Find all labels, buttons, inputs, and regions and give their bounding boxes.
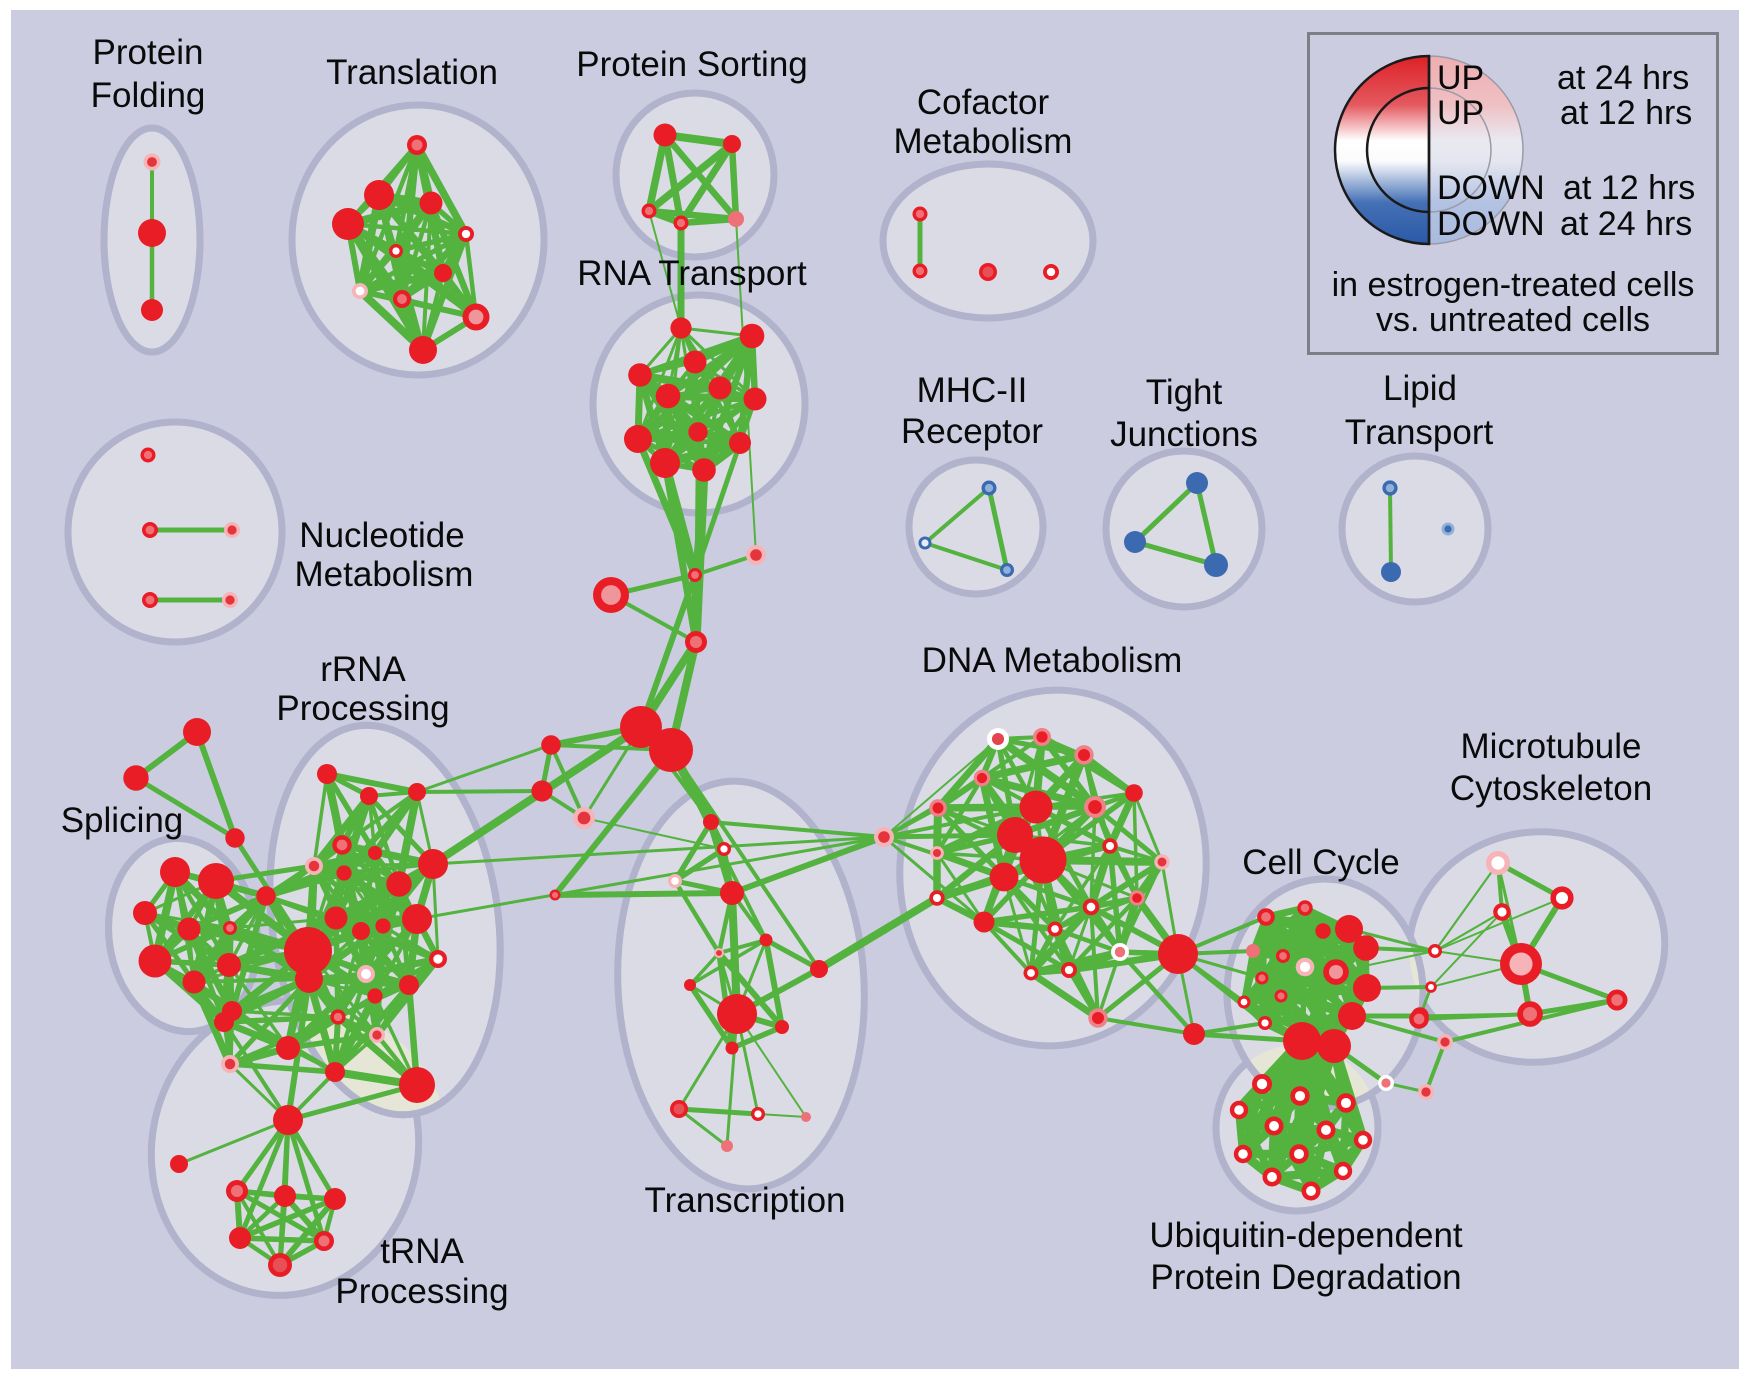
svg-text:Translation: Translation bbox=[326, 53, 498, 92]
svg-text:Protein: Protein bbox=[93, 33, 204, 72]
svg-text:at 12 hrs: at 12 hrs bbox=[1560, 94, 1692, 132]
svg-text:RNA Transport: RNA Transport bbox=[577, 254, 807, 293]
svg-text:Splicing: Splicing bbox=[61, 801, 184, 840]
svg-text:DOWN: DOWN bbox=[1437, 169, 1545, 207]
svg-text:Ubiquitin-dependent: Ubiquitin-dependent bbox=[1149, 1216, 1463, 1255]
svg-text:Cytoskeleton: Cytoskeleton bbox=[1450, 769, 1652, 808]
svg-text:Transcription: Transcription bbox=[645, 1181, 846, 1220]
svg-text:at 24 hrs: at 24 hrs bbox=[1560, 205, 1692, 243]
svg-text:Processing: Processing bbox=[276, 689, 449, 728]
svg-text:Processing: Processing bbox=[335, 1272, 508, 1311]
svg-text:Metabolism: Metabolism bbox=[295, 555, 474, 594]
svg-text:DOWN: DOWN bbox=[1437, 205, 1545, 243]
svg-text:Folding: Folding bbox=[91, 76, 206, 115]
svg-text:Receptor: Receptor bbox=[901, 412, 1043, 451]
svg-text:rRNA: rRNA bbox=[320, 650, 406, 689]
svg-text:MHC-II: MHC-II bbox=[917, 371, 1028, 410]
svg-text:Junctions: Junctions bbox=[1110, 415, 1258, 454]
svg-text:tRNA: tRNA bbox=[380, 1232, 464, 1271]
svg-text:Nucleotide: Nucleotide bbox=[299, 516, 464, 555]
svg-text:Cell Cycle: Cell Cycle bbox=[1242, 843, 1400, 882]
svg-text:Protein Degradation: Protein Degradation bbox=[1150, 1258, 1461, 1297]
svg-text:at 12 hrs: at 12 hrs bbox=[1563, 169, 1695, 207]
svg-text:vs. untreated cells: vs. untreated cells bbox=[1376, 301, 1650, 339]
svg-text:Transport: Transport bbox=[1345, 413, 1494, 452]
svg-text:Tight: Tight bbox=[1146, 373, 1223, 412]
svg-text:in estrogen-treated cells: in estrogen-treated cells bbox=[1332, 266, 1695, 304]
svg-text:at 24 hrs: at 24 hrs bbox=[1557, 59, 1689, 97]
svg-text:Microtubule: Microtubule bbox=[1461, 727, 1642, 766]
svg-text:DNA Metabolism: DNA Metabolism bbox=[922, 641, 1183, 680]
svg-text:Metabolism: Metabolism bbox=[894, 122, 1073, 161]
svg-text:Lipid: Lipid bbox=[1383, 369, 1457, 408]
svg-text:Cofactor: Cofactor bbox=[917, 83, 1050, 122]
svg-text:Protein Sorting: Protein Sorting bbox=[576, 45, 808, 84]
svg-text:UP: UP bbox=[1437, 59, 1484, 97]
svg-text:UP: UP bbox=[1437, 94, 1484, 132]
